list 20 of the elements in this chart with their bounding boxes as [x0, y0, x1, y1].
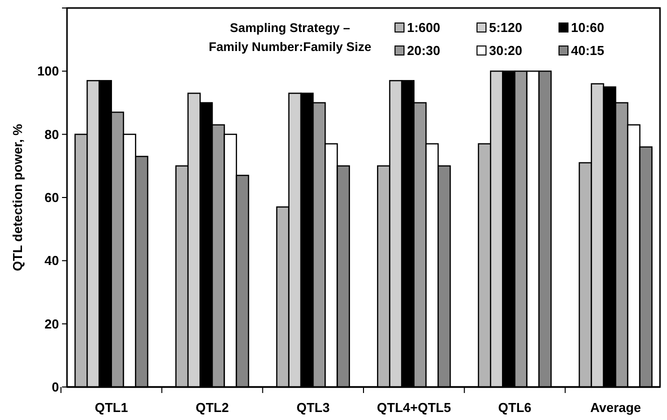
y-axis-title: QTL detection power, %	[10, 124, 25, 272]
legend-label: 10:60	[571, 20, 604, 35]
y-tick-label: 20	[44, 316, 59, 332]
legend-label: 1:600	[407, 20, 440, 35]
y-tick-label: 100	[37, 64, 59, 79]
legend-label: 5:120	[489, 20, 522, 35]
x-tick-label: QTL6	[498, 400, 532, 415]
y-tick-label: 60	[44, 190, 59, 206]
legend-title: Sampling Strategy – Family Number:Family Size	[208, 21, 372, 54]
x-tick-label: QTL3	[296, 400, 330, 415]
x-tick-label: Average	[590, 400, 642, 415]
legend-label: 40:15	[571, 43, 604, 58]
x-tick-label: QTL4+QTL5	[376, 400, 451, 415]
y-tick-label: 40	[44, 253, 59, 268]
legend-label: 20:30	[407, 43, 440, 58]
y-tick-label: 0	[52, 380, 59, 395]
legend-label: 30:20	[489, 43, 522, 58]
y-tick-label: 80	[44, 126, 59, 142]
x-tick-label: QTL1	[94, 400, 128, 415]
x-tick-label: QTL2	[196, 400, 229, 415]
